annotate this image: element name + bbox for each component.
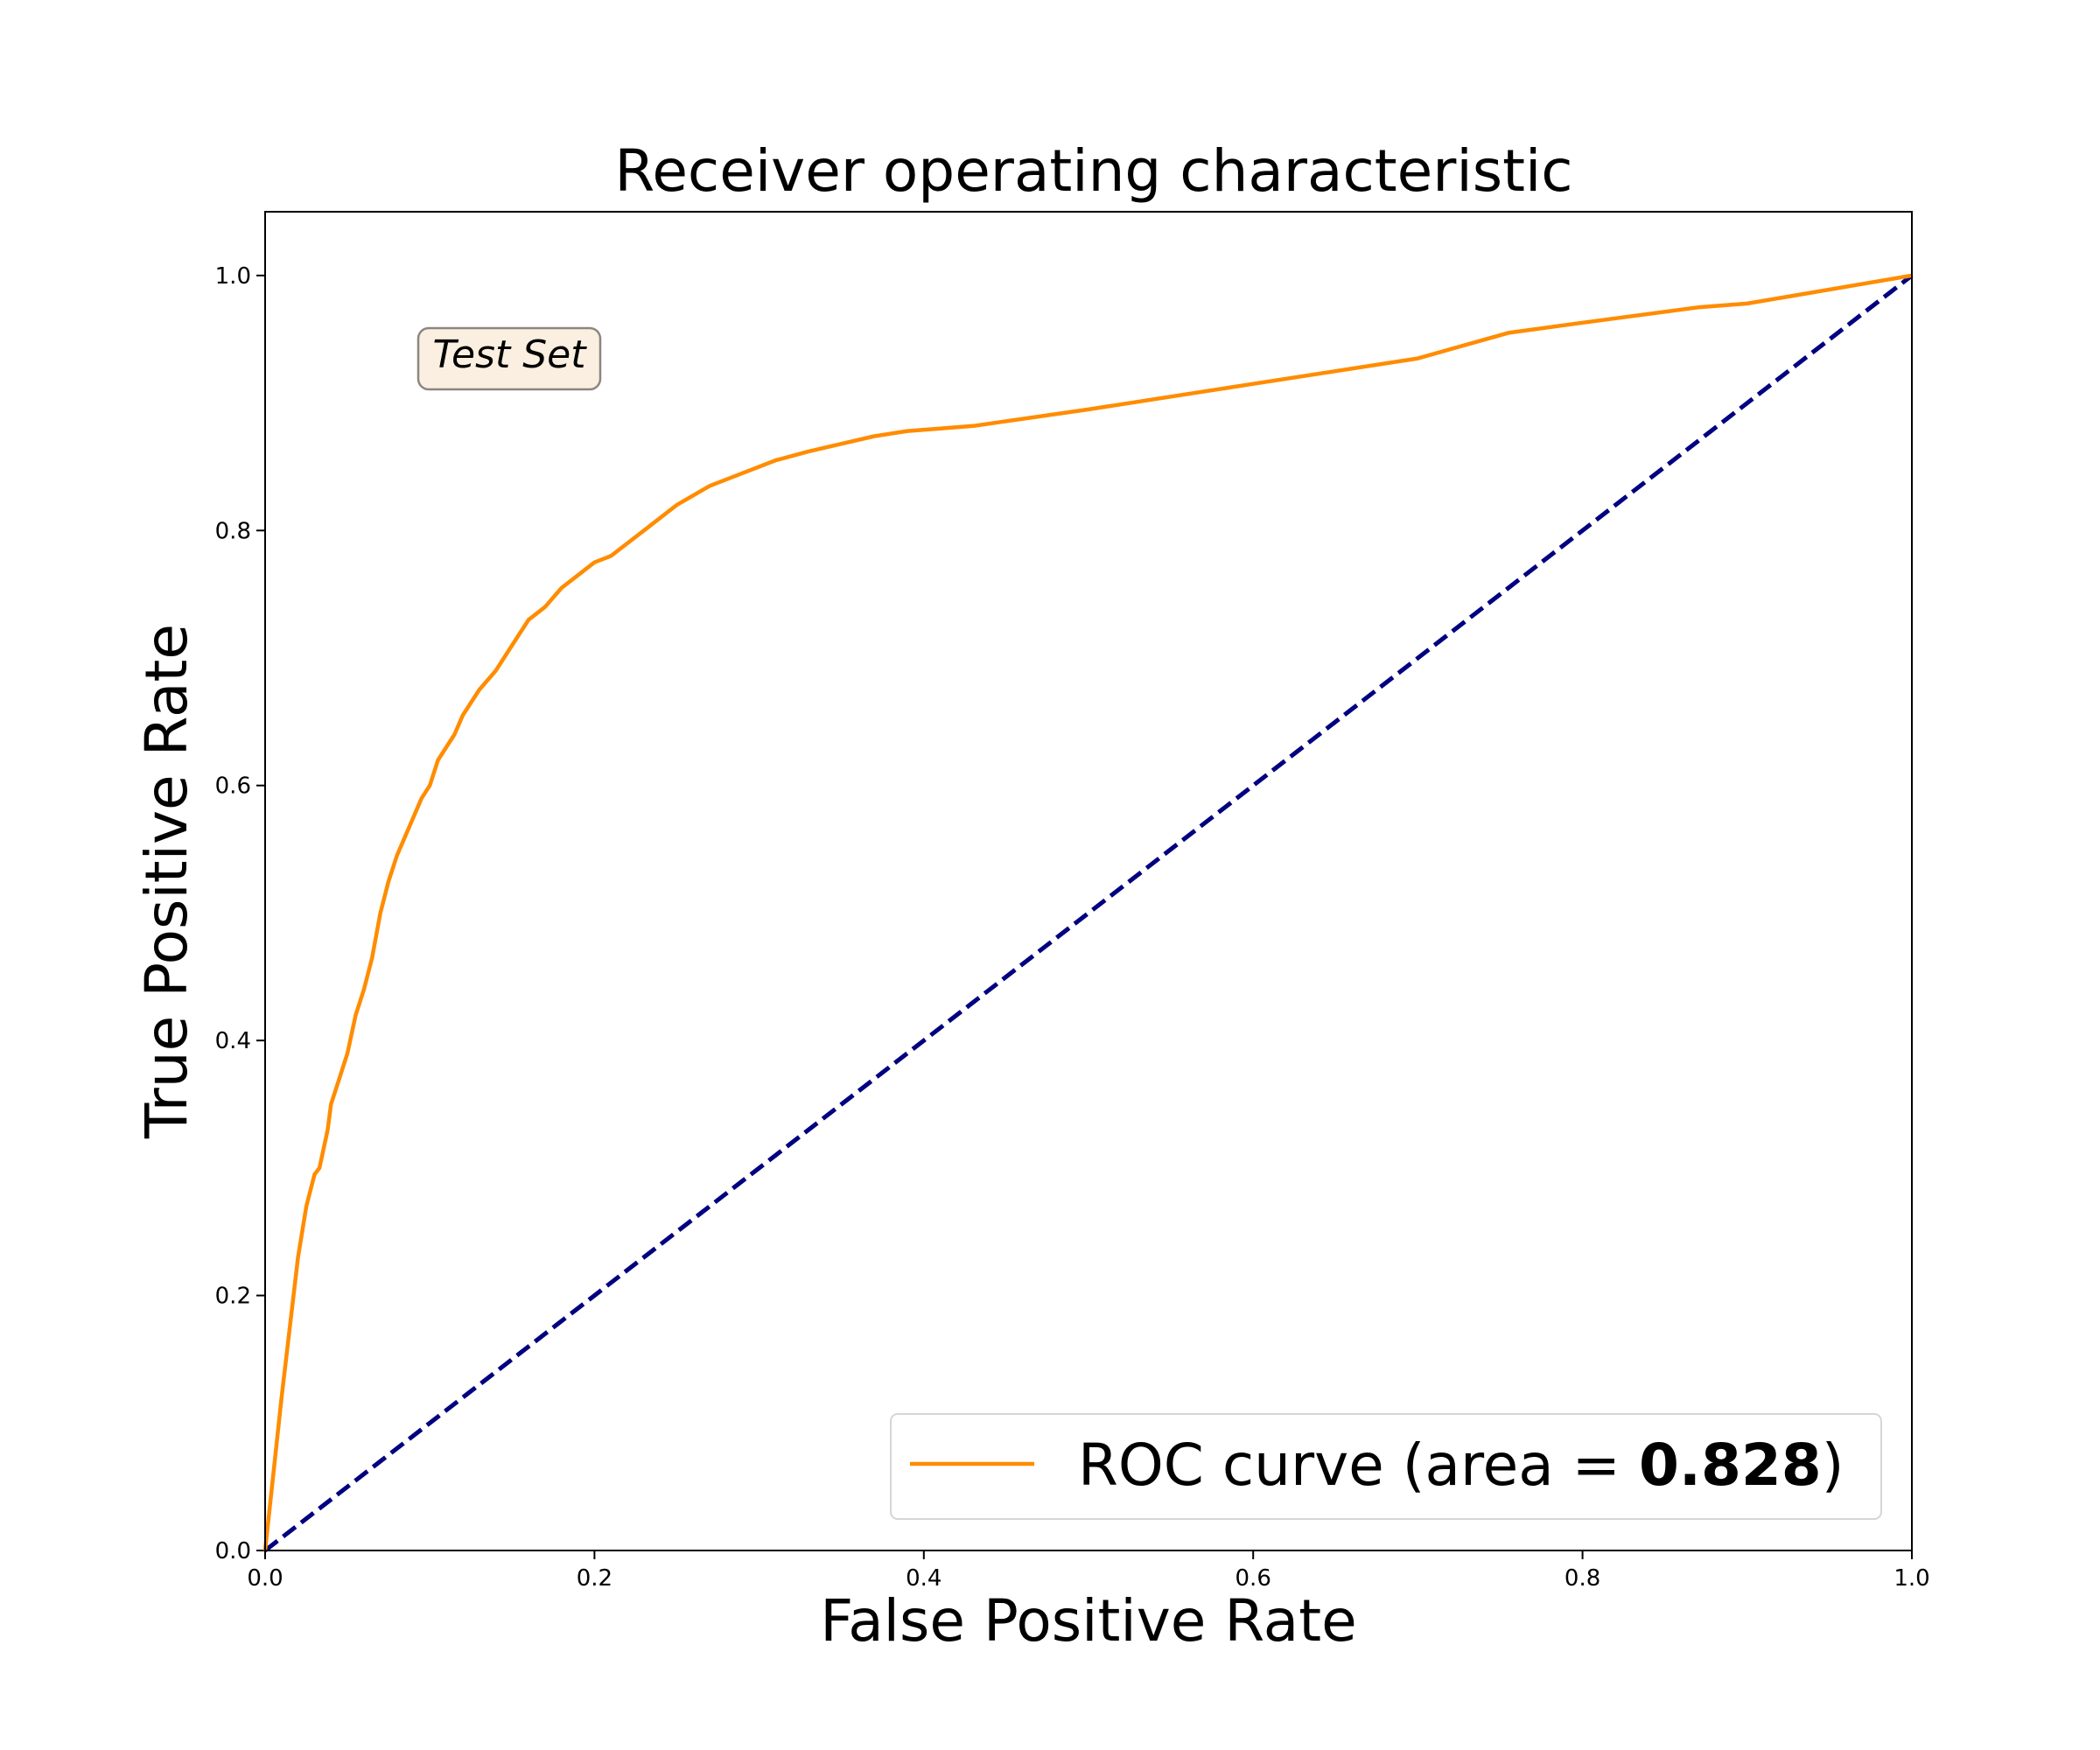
y-tick-label: 0.2 [215,1284,251,1310]
x-tick-label: 0.2 [577,1565,612,1592]
y-tick-label: 0.4 [215,1028,251,1054]
legend-frame [890,1413,1882,1520]
annotation-text: Test Set [433,332,588,377]
legend-label-suffix: ) [1822,1432,1844,1499]
legend-area-value: 0.828 [1639,1432,1822,1499]
y-tick-label: 0.6 [215,774,251,800]
chart-title: Receiver operating characteristic [614,137,1572,205]
y-axis-label: True Positive Rate [133,624,200,1139]
x-tick-label: 1.0 [1894,1565,1929,1592]
roc-curve-line [262,273,1913,1551]
annotation-box: Test Set [416,326,602,391]
y-tick-label: 0.8 [215,518,251,544]
x-axis-label: False Positive Rate [820,1587,1356,1655]
legend: ROC curve (area = 0.828) [890,1413,1882,1520]
x-tick-label: 0.4 [906,1565,942,1592]
legend-label-prefix: ROC curve (area = [1078,1432,1639,1499]
plot-frame [264,211,1913,1551]
legend-label: ROC curve (area = 0.828) [1078,1432,1844,1499]
y-tick-label: 0.0 [215,1538,251,1564]
annotation-background [416,326,602,391]
plot-area [262,211,1914,1552]
x-tick-label: 0.0 [247,1565,283,1592]
x-tick-label: 0.8 [1564,1565,1600,1592]
tick-layer: 0.0 0.2 0.4 0.6 0.8 1.0 0.0 0.2 0.4 0.6 0.8 1.0 [215,263,1930,1592]
chance-diagonal-line [263,273,1914,1552]
series-layer [262,273,1914,1552]
x-tick-label: 0.6 [1236,1565,1271,1592]
y-tick-label: 1.0 [215,263,251,290]
